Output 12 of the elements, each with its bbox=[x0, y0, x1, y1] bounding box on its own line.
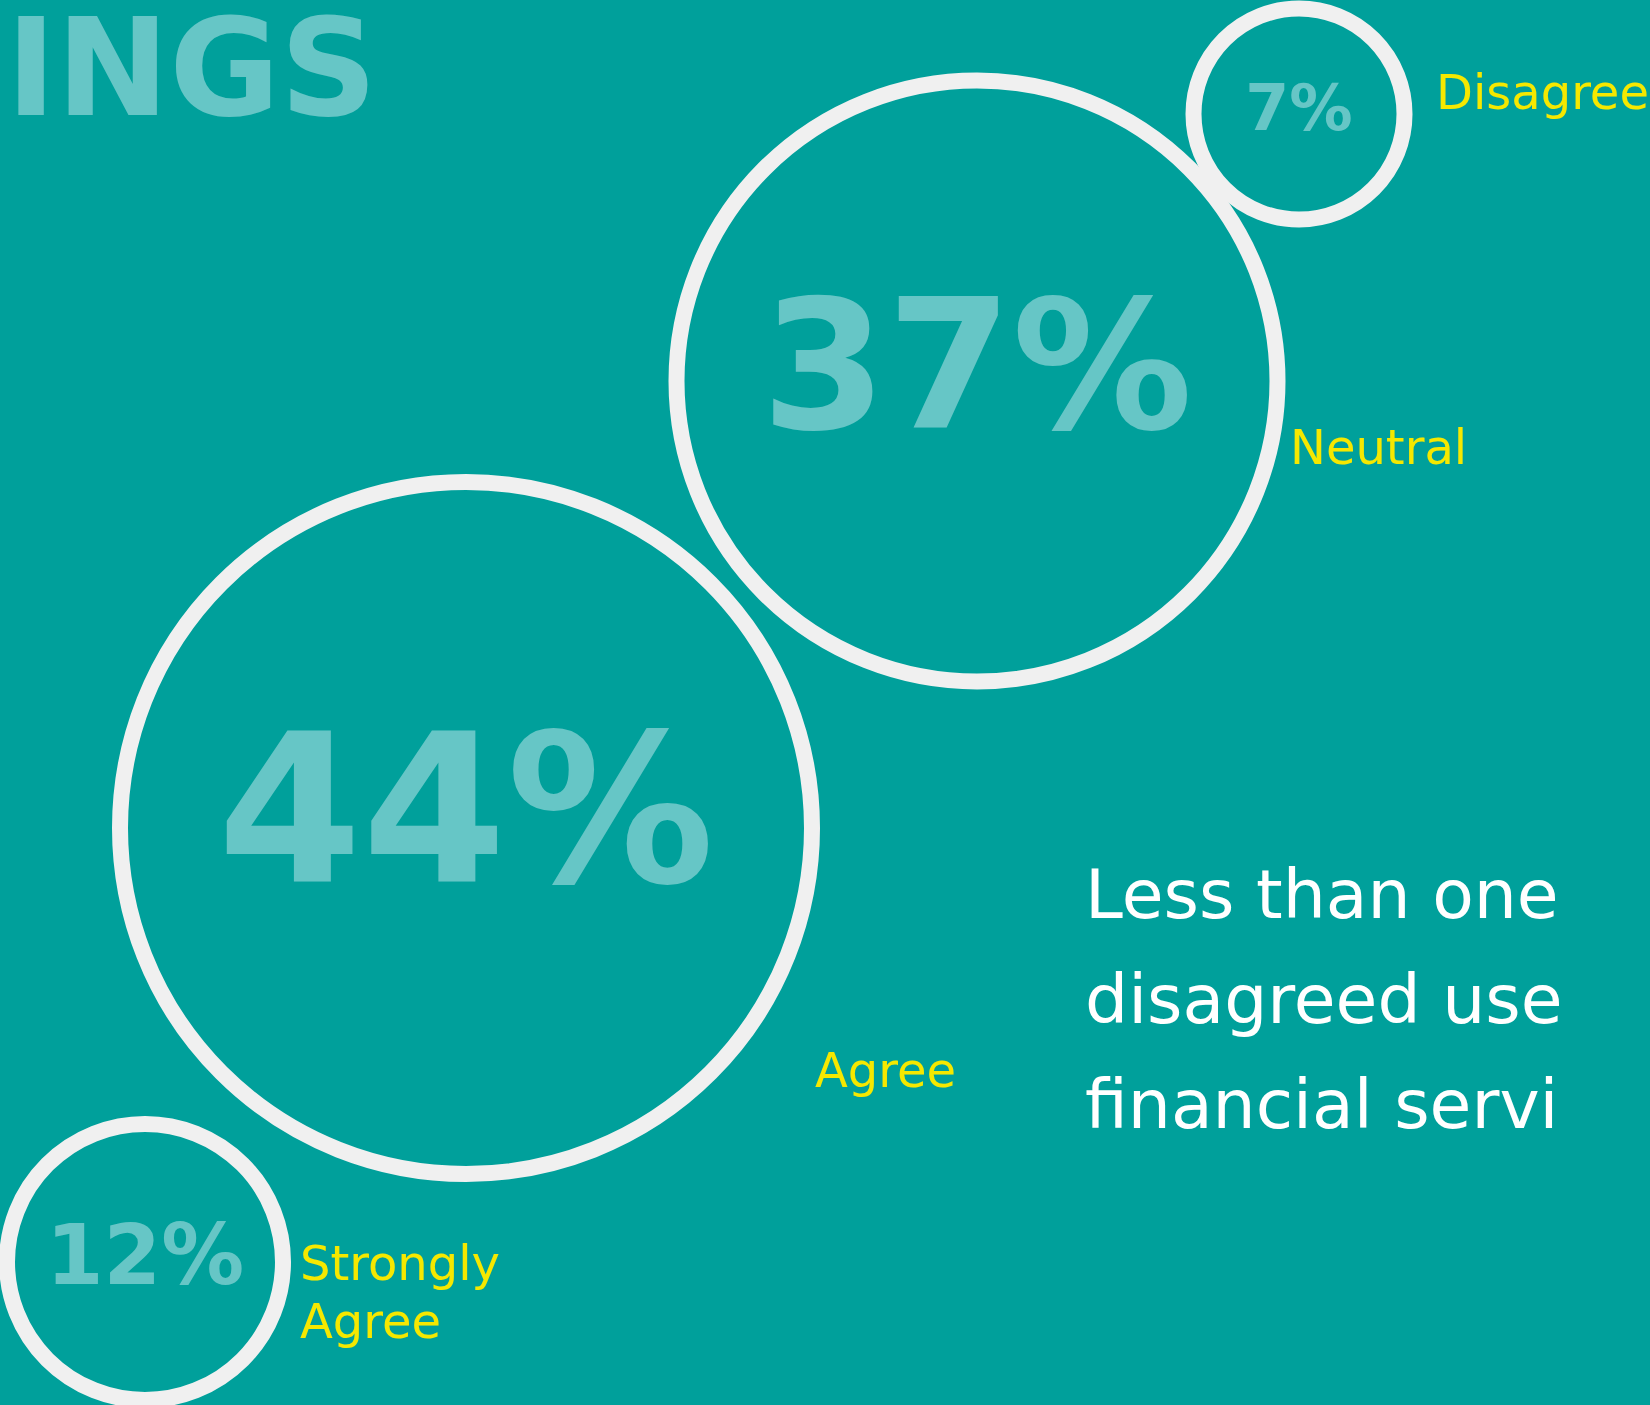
data-label: 44% bbox=[217, 688, 715, 931]
data-label: 37% bbox=[761, 260, 1193, 471]
category-label: Disagree bbox=[1436, 64, 1649, 121]
text: INGS bbox=[6, 0, 378, 148]
text: Less than one bbox=[1085, 854, 1559, 934]
category-label: Agree bbox=[815, 1042, 957, 1099]
data-label: 12% bbox=[45, 1206, 245, 1304]
text: disagreed use bbox=[1085, 959, 1563, 1039]
category-label: Strongly Agree bbox=[300, 1235, 500, 1350]
data-label: 7% bbox=[1245, 71, 1353, 146]
text: financial servi bbox=[1085, 1064, 1559, 1144]
category-label: Neutral bbox=[1290, 419, 1468, 476]
